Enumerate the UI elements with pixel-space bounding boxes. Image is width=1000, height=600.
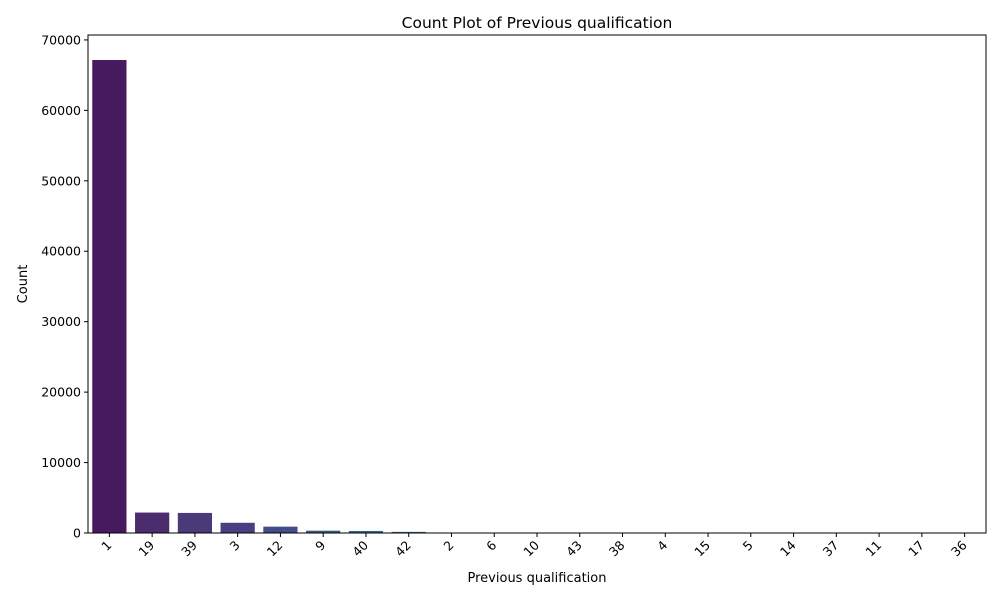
x-tick-label: 15: [691, 538, 713, 560]
x-tick-label: 6: [483, 537, 499, 553]
x-tick-label: 36: [948, 537, 970, 559]
y-tick-label: 40000: [41, 244, 81, 259]
bar-12: [263, 526, 298, 533]
x-tick-label: 9: [312, 537, 328, 553]
bar-3: [220, 522, 255, 533]
bar-1: [92, 60, 127, 534]
x-tick-label: 12: [264, 538, 286, 560]
y-tick-label: 70000: [41, 32, 81, 47]
x-tick-label: 4: [654, 537, 670, 553]
bar-39: [177, 512, 213, 533]
y-tick-label: 10000: [41, 455, 81, 470]
x-tick-label: 1: [98, 538, 114, 554]
x-tick-label: 5: [740, 538, 756, 554]
x-tick-label: 2: [440, 538, 456, 554]
x-tick-label: 14: [777, 537, 799, 559]
bar-19: [135, 512, 170, 533]
x-tick-label: 38: [606, 537, 628, 559]
x-axis: 1 19 39 3 12 9 40 42 2 6 10 43 38 4 15 5 14 37 11 17 36: [98, 533, 970, 559]
y-tick-label: 60000: [41, 103, 81, 118]
x-tick-label: 42: [392, 538, 414, 560]
x-tick-label: 40: [349, 537, 371, 559]
x-tick-label: 3: [227, 538, 243, 554]
y-tick-label: 30000: [41, 314, 81, 329]
bar-40: [348, 530, 384, 533]
x-tick-label: 37: [820, 538, 842, 560]
bar-42: [391, 531, 426, 533]
chart-title: Count Plot of Previous qualification: [402, 14, 673, 32]
bars-group: [92, 60, 982, 534]
y-tick-label: 20000: [41, 385, 81, 400]
x-tick-label: 19: [135, 537, 157, 559]
x-tick-label: 43: [563, 538, 585, 560]
y-tick-label: 50000: [41, 173, 81, 188]
y-axis: 0 10000 20000 30000 40000 50000 60000 70000: [41, 32, 88, 541]
x-tick-label: 39: [178, 537, 200, 559]
bar-9: [306, 530, 341, 533]
plot-frame: [87, 34, 987, 534]
y-axis-title: Count: [16, 265, 31, 304]
x-tick-label: 17: [905, 538, 927, 560]
y-tick-label: 0: [73, 526, 81, 541]
x-axis-title: Previous qualification: [468, 571, 607, 586]
x-tick-label: 11: [862, 538, 884, 560]
x-tick-label: 10: [520, 537, 542, 559]
